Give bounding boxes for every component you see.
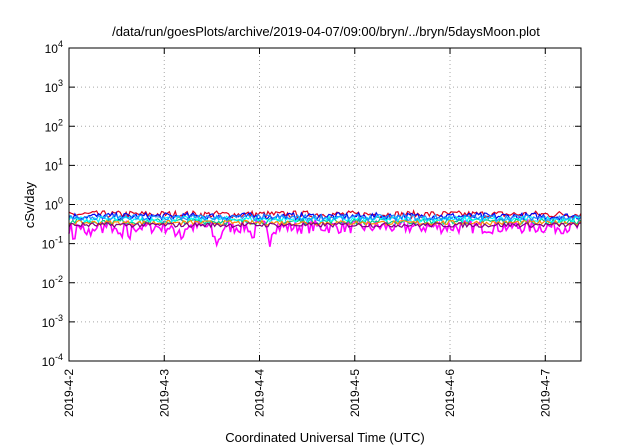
y-tick-label: 102 xyxy=(45,117,63,134)
y-tick-label: 100 xyxy=(45,196,63,213)
series-line xyxy=(68,216,582,248)
y-axis-label: cSv/day xyxy=(22,181,37,228)
chart-title: /data/run/goesPlots/archive/2019-04-07/0… xyxy=(112,24,540,39)
series-line xyxy=(68,221,582,229)
x-axis: 2019-4-2 2019-4-3 2019-4-4 2019-4-5 2019-4-6… xyxy=(62,48,552,417)
x-axis-label: Coordinated Universal Time (UTC) xyxy=(225,430,424,445)
x-tick-label: 2019-4-7 xyxy=(538,369,552,417)
x-tick-label: 2019-4-2 xyxy=(62,369,76,417)
y-tick-label: 10-1 xyxy=(42,235,63,252)
y-tick-label: 101 xyxy=(45,156,63,173)
y-tick-label: 10-2 xyxy=(42,274,63,291)
x-tick-label: 2019-4-3 xyxy=(157,369,171,417)
y-axis: 10-4 10-3 10-2 10-1 100 101 102 103 104 xyxy=(42,39,581,369)
x-tick-label: 2019-4-6 xyxy=(443,369,457,417)
y-tick-label: 103 xyxy=(45,78,63,95)
plot-series xyxy=(68,208,582,248)
y-tick-label: 104 xyxy=(45,39,63,56)
series-line xyxy=(68,213,582,223)
y-tick-label: 10-4 xyxy=(42,352,63,369)
grid xyxy=(68,47,581,362)
x-tick-label: 2019-4-5 xyxy=(348,369,362,417)
x-tick-label: 2019-4-4 xyxy=(253,369,267,417)
y-tick-label: 10-3 xyxy=(42,313,63,330)
series-line xyxy=(68,219,582,227)
